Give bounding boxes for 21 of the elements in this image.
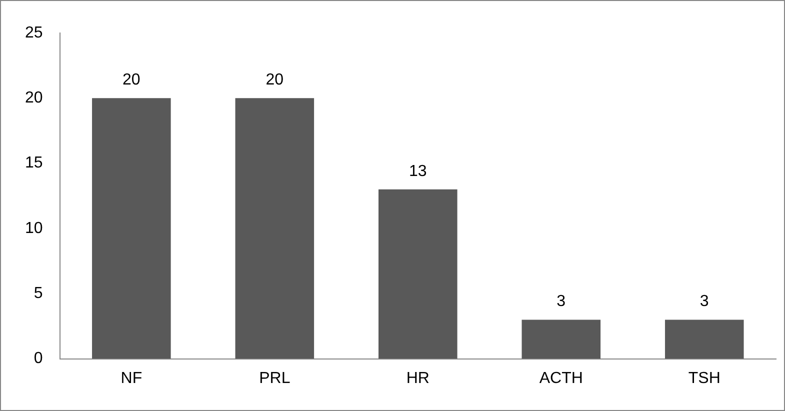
data-label: 3 (700, 293, 709, 310)
y-tick-label: 0 (34, 350, 43, 368)
data-label: 20 (122, 72, 140, 89)
x-tick-label: NF (120, 370, 142, 387)
bar (235, 98, 314, 359)
data-label: 13 (409, 162, 427, 180)
bar (522, 320, 601, 359)
bar (92, 98, 171, 359)
data-label: 20 (266, 72, 284, 89)
y-tick-label: 25 (25, 24, 43, 42)
x-tick-label: PRL (259, 370, 290, 387)
bar (664, 320, 744, 359)
y-tick-label: 10 (25, 220, 43, 237)
x-tick-label: HR (406, 370, 430, 387)
bar (378, 189, 458, 359)
data-label: 3 (556, 293, 566, 310)
y-tick-label: 15 (25, 154, 43, 172)
y-tick-label: 5 (34, 285, 43, 302)
x-tick-label: ACTH (539, 370, 583, 387)
y-tick-label: 20 (25, 90, 43, 107)
x-tick-label: TSH (688, 370, 720, 387)
